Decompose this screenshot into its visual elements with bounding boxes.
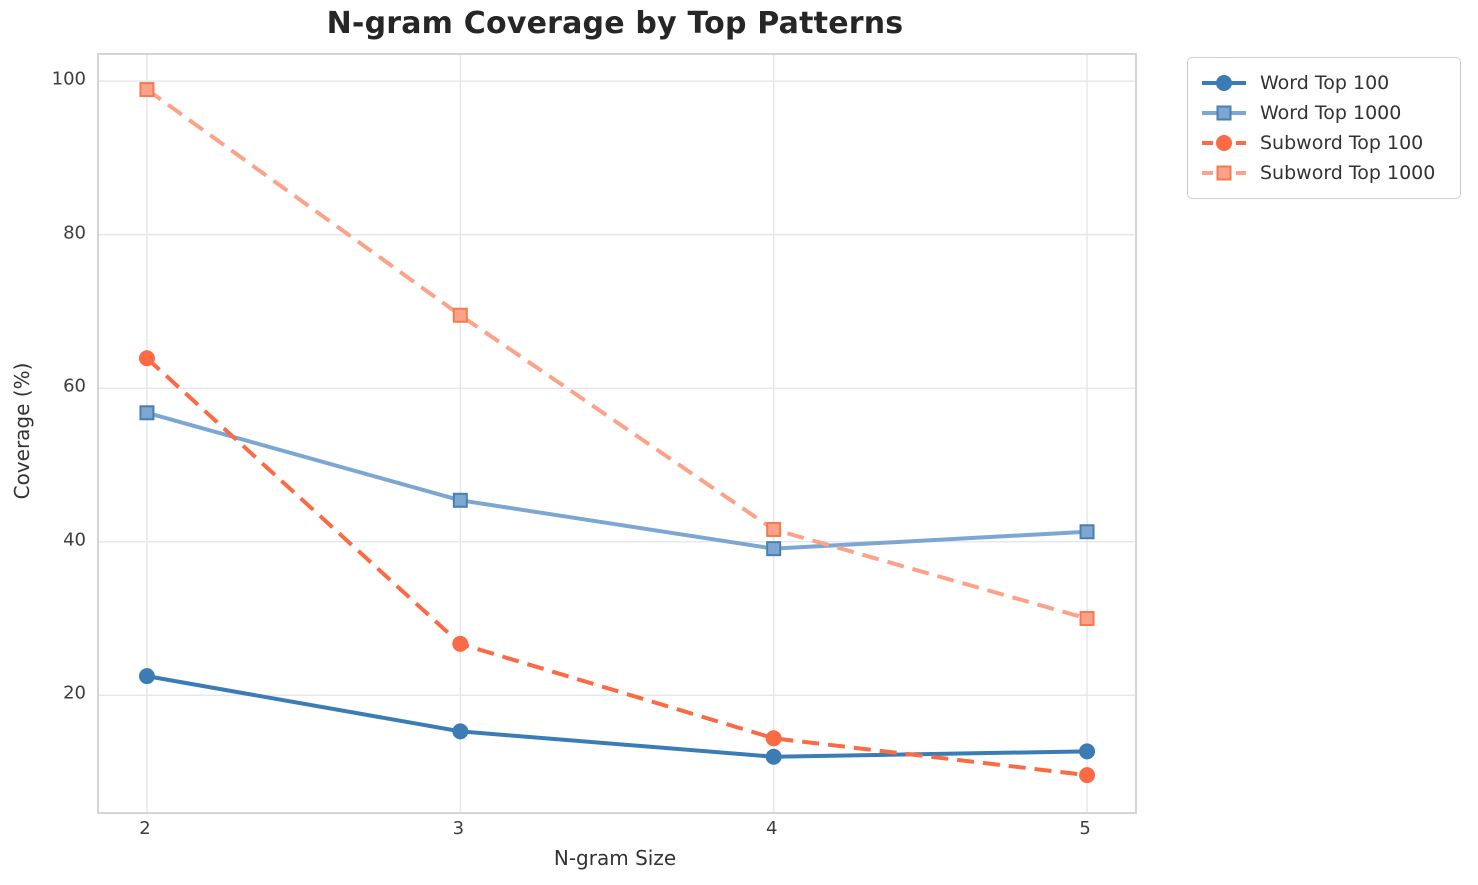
marker-word-top-100-x2 bbox=[138, 668, 155, 685]
x-tick-2: 2 bbox=[139, 818, 151, 839]
series-line-subword-top-1000 bbox=[145, 87, 1088, 621]
marker-word-top-1000-x3 bbox=[452, 492, 468, 508]
legend-sample-icon bbox=[1202, 165, 1246, 181]
legend-sample-icon bbox=[1202, 105, 1246, 121]
legend-box: Word Top 100 Word Top 1000 Subword Top 100… bbox=[1187, 57, 1461, 199]
legend-label: Word Top 1000 bbox=[1260, 102, 1402, 124]
x-tick-3: 3 bbox=[452, 818, 465, 839]
y-tick-20: 20 bbox=[63, 682, 86, 704]
legend-item-word-top-100: Word Top 100 bbox=[1200, 68, 1448, 98]
series-line-word-top-100 bbox=[146, 674, 1088, 759]
marker-word-top-1000-x5 bbox=[1079, 524, 1095, 540]
x-tick-4: 4 bbox=[765, 818, 778, 839]
legend-sample-icon bbox=[1202, 135, 1246, 151]
marker-word-top-100-x5 bbox=[1079, 743, 1096, 760]
legend-label: Word Top 100 bbox=[1260, 72, 1390, 94]
x-tick-5: 5 bbox=[1079, 818, 1091, 839]
marker-subword-top-100-x5 bbox=[1079, 767, 1096, 784]
marker-subword-top-1000-x3 bbox=[452, 307, 468, 323]
marker-subword-top-1000-x2 bbox=[139, 82, 155, 98]
x-axis-label: N-gram Size bbox=[553, 846, 677, 870]
marker-subword-top-1000-x5 bbox=[1079, 611, 1095, 627]
marker-word-top-1000-x2 bbox=[139, 405, 155, 421]
legend-item-subword-top-1000: Subword Top 1000 bbox=[1200, 158, 1448, 188]
marker-word-top-100-x4 bbox=[765, 748, 782, 765]
y-tick-80: 80 bbox=[63, 222, 86, 244]
legend-sample-icon bbox=[1202, 75, 1246, 91]
marker-subword-top-100-x4 bbox=[765, 730, 782, 747]
marker-word-top-100-x3 bbox=[452, 723, 469, 740]
legend-item-word-top-1000: Word Top 1000 bbox=[1200, 98, 1448, 128]
plot-canvas bbox=[99, 55, 1135, 812]
series-line-subword-top-100 bbox=[145, 356, 1088, 778]
y-tick-100: 100 bbox=[51, 68, 86, 90]
marker-subword-top-100-x2 bbox=[138, 350, 155, 367]
legend-item-subword-top-100: Subword Top 100 bbox=[1200, 128, 1448, 158]
legend-label: Subword Top 1000 bbox=[1260, 162, 1436, 184]
marker-subword-top-100-x3 bbox=[452, 635, 469, 652]
y-tick-40: 40 bbox=[63, 529, 86, 551]
series-line-word-top-1000 bbox=[146, 410, 1088, 551]
legend-label: Subword Top 100 bbox=[1260, 132, 1424, 154]
chart-title: N-gram Coverage by Top Patterns bbox=[326, 6, 904, 41]
marker-word-top-1000-x4 bbox=[766, 541, 782, 557]
y-tick-60: 60 bbox=[63, 375, 86, 397]
plot-area bbox=[97, 53, 1137, 814]
marker-subword-top-1000-x4 bbox=[766, 521, 782, 537]
